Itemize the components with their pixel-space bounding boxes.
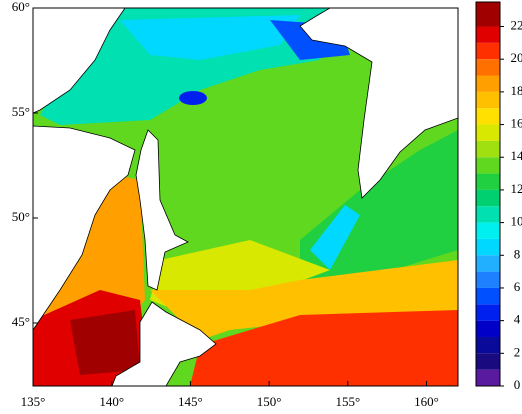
colorbar-box	[476, 140, 500, 158]
colorbar-tick-label: 22	[511, 17, 522, 32]
colorbar-tick-label: 6	[514, 279, 521, 294]
colorbar-box	[476, 75, 500, 92]
x-tick-label: 140°	[99, 394, 124, 409]
colorbar-tick-label: 18	[511, 83, 522, 98]
field-kuril	[310, 205, 360, 270]
x-tick-label: 160°	[414, 394, 439, 409]
field-east	[300, 130, 458, 300]
colorbar-box	[476, 369, 500, 386]
colorbar-box	[476, 108, 500, 125]
colorbar-box	[476, 271, 500, 288]
land	[299, 8, 458, 199]
y-tick-label: 60°	[12, 0, 30, 14]
colorbar-tick-label: 4	[514, 312, 521, 327]
colorbar-box	[476, 2, 500, 27]
colorbar-box	[476, 222, 500, 239]
colorbar-tick-label: 8	[514, 246, 521, 261]
colorbar-tick-label: 10	[511, 214, 522, 229]
colorbar-box	[476, 157, 500, 174]
colorbar-box	[476, 91, 500, 109]
field-south	[190, 310, 458, 386]
colorbar-box	[476, 336, 500, 354]
colorbar-tick-label: 14	[511, 148, 522, 163]
colorbar-box	[476, 353, 500, 370]
temperature-field	[33, 8, 458, 386]
colorbar-tick-label: 16	[511, 116, 522, 131]
colorbar-box	[476, 59, 500, 76]
y-tick-label: 50°	[12, 209, 30, 224]
land	[33, 125, 136, 331]
x-tick-label: 155°	[335, 394, 360, 409]
colorbar-tick-label: 12	[511, 181, 522, 196]
colorbar-box	[476, 26, 500, 43]
x-tick-label: 135°	[21, 394, 46, 409]
colorbar-tick-label: 0	[514, 377, 521, 392]
land	[111, 301, 217, 386]
field-japan-sea	[70, 310, 140, 375]
colorbar-box	[476, 238, 500, 256]
colorbar-tick-label: 2	[514, 344, 521, 359]
x-tick-label: 145°	[178, 394, 203, 409]
colorbar-box	[476, 189, 500, 207]
y-tick-label: 45°	[12, 314, 30, 329]
colorbar-box	[476, 287, 500, 305]
x-tick-label: 150°	[257, 394, 282, 409]
colorbar-box	[476, 124, 500, 141]
colorbar-box	[476, 320, 500, 337]
colorbar-tick-label: 20	[511, 50, 522, 65]
land	[135, 129, 189, 291]
y-tick-label: 55°	[12, 104, 30, 119]
colorbar-box	[476, 255, 500, 272]
colorbar-box	[476, 42, 500, 60]
field-spot	[179, 91, 207, 105]
colorbar-box	[476, 206, 500, 223]
colorbar-box	[476, 304, 500, 321]
plot-frame	[32, 7, 459, 387]
colorbar-box	[476, 173, 500, 190]
field-north	[120, 15, 300, 60]
colorbar-frame	[475, 1, 501, 387]
